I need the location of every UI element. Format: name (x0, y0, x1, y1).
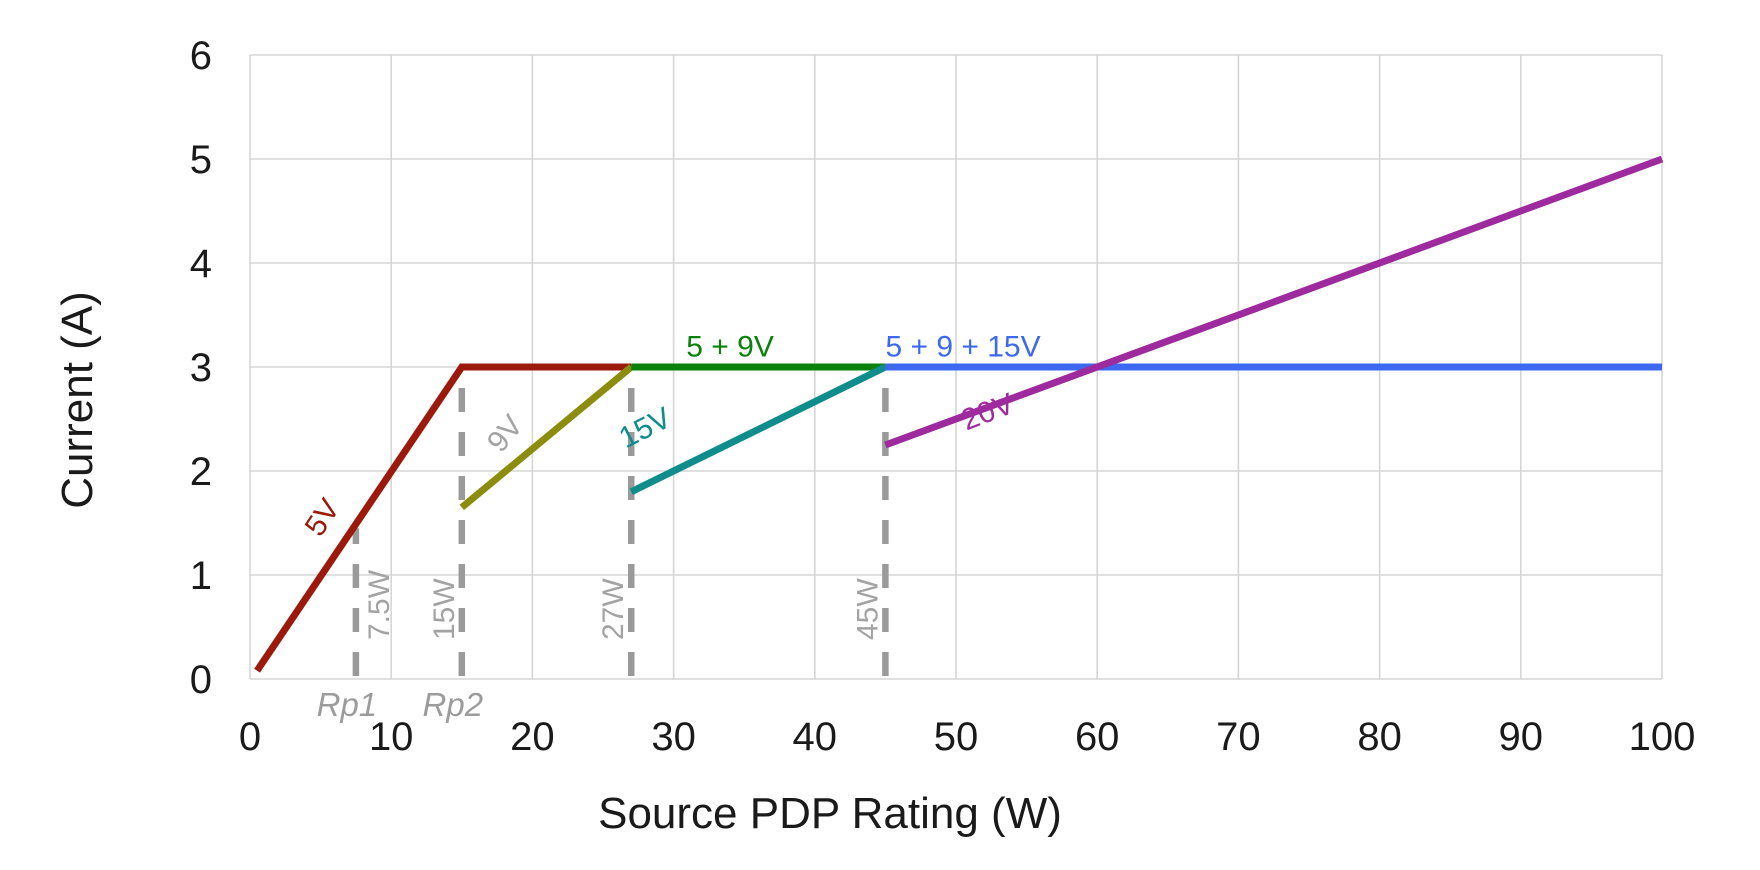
threshold-label-45w: 45W (851, 578, 884, 640)
y-tick-label-5: 5 (190, 138, 212, 182)
threshold-layer: 7.5W 15W 27W 45W Rp1 Rp2 (317, 369, 889, 723)
x-tick-label-0: 0 (239, 715, 261, 759)
rp-marker-rp1: Rp1 (317, 686, 378, 723)
series-line-5v (254, 363, 632, 673)
threshold-label-27w: 27W (597, 578, 630, 640)
threshold-label-7.5w: 7.5W (363, 569, 396, 640)
y-tick-label-1: 1 (190, 554, 212, 598)
y-tick-label-6: 6 (190, 34, 212, 78)
y-tick-label-2: 2 (190, 450, 212, 494)
x-tick-label-40: 40 (793, 715, 838, 759)
threshold-label-15w: 15W (428, 578, 461, 640)
x-axis-title: Source PDP Rating (W) (598, 789, 1062, 838)
label-layer: 5V 9V 5 + 9V 15V 5 + 9 + 15V 20V (299, 331, 1041, 543)
x-tick-label-70: 70 (1216, 715, 1261, 759)
series-label-5v: 5V (299, 493, 347, 542)
series-label-15v: 15V (614, 401, 677, 455)
series-layer (254, 155, 1664, 673)
axis-layer: Source PDP Rating (W) Current (A) (53, 291, 1062, 838)
series-label-59v: 5 + 9V (686, 331, 774, 364)
series-line-15v (629, 363, 887, 495)
x-tick-label-60: 60 (1075, 715, 1120, 759)
series-label-20v: 20V (957, 387, 1019, 437)
series-line-20v (884, 155, 1664, 449)
grid-layer: 0 10 20 30 40 50 60 70 80 90 100 0 1 2 3 4 5 6 (190, 34, 1696, 759)
series-label-5915v: 5 + 9 + 15V (885, 331, 1040, 364)
x-tick-label-10: 10 (369, 715, 414, 759)
x-tick-label-30: 30 (651, 715, 696, 759)
x-tick-label-100: 100 (1629, 715, 1696, 759)
y-tick-label-0: 0 (190, 658, 212, 702)
x-tick-label-20: 20 (510, 715, 555, 759)
y-tick-label-4: 4 (190, 242, 212, 286)
series-label-9v: 9V (481, 409, 530, 458)
y-tick-label-3: 3 (190, 346, 212, 390)
y-axis-title: Current (A) (53, 291, 102, 509)
x-tick-label-80: 80 (1357, 715, 1402, 759)
x-tick-label-50: 50 (934, 715, 979, 759)
x-tick-label-90: 90 (1499, 715, 1544, 759)
series-line-9v (459, 364, 634, 511)
rp-marker-rp2: Rp2 (423, 686, 484, 723)
